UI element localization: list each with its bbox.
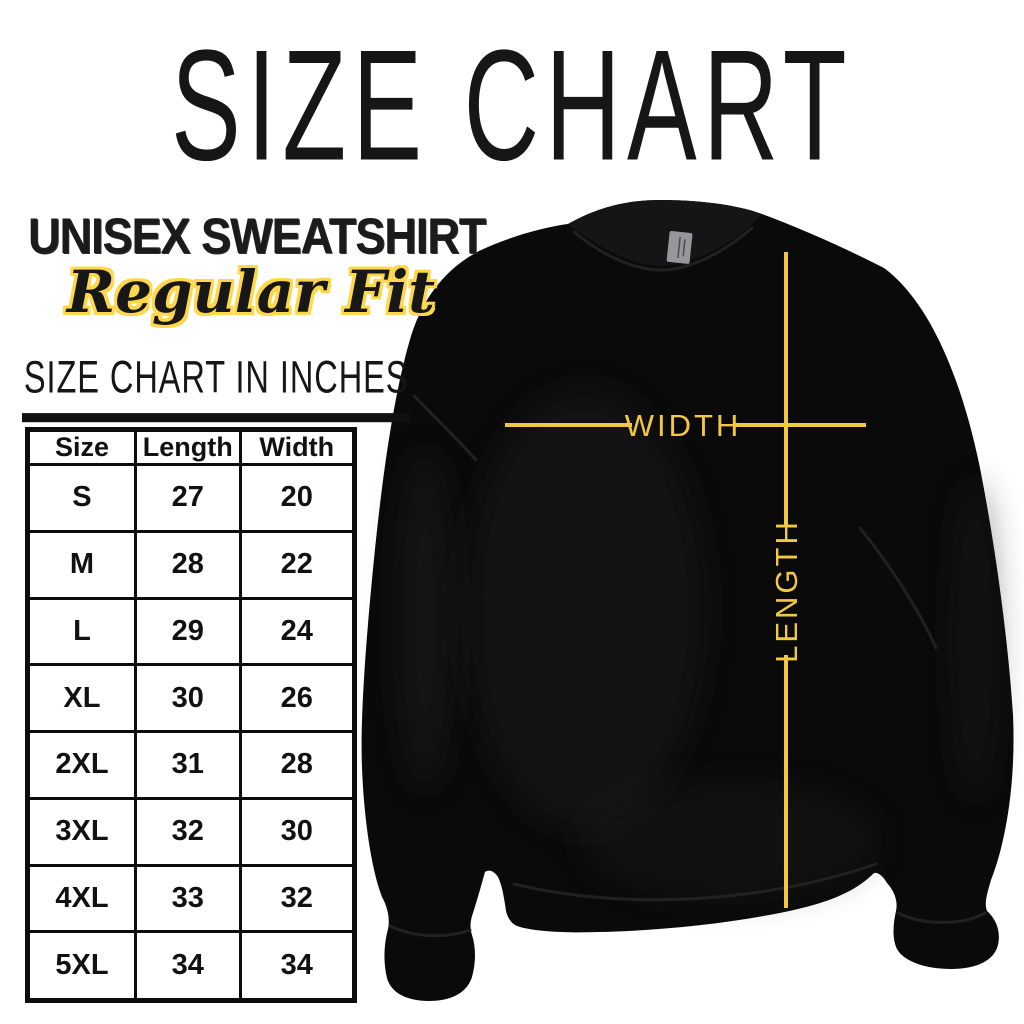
length-cell: 34 bbox=[133, 930, 242, 1002]
fabric-sheen bbox=[953, 480, 997, 800]
width-cell: 32 bbox=[238, 863, 357, 934]
fabric-sheen bbox=[397, 450, 453, 790]
size-table: Size Length Width S 27 20 M 28 22 L 29 2… bbox=[25, 427, 357, 1003]
width-cell: 34 bbox=[238, 930, 357, 1002]
gildan-neck-tag-icon bbox=[666, 231, 693, 264]
length-cell: 31 bbox=[133, 730, 242, 800]
length-cell: 27 bbox=[133, 463, 242, 533]
fabric-sheen bbox=[580, 780, 880, 900]
product-name: UNISEX SWEATSHIRT bbox=[28, 207, 486, 265]
collar-seam bbox=[572, 226, 754, 272]
table-row: M 28 22 bbox=[26, 529, 357, 600]
width-cell: 30 bbox=[238, 796, 357, 867]
waistband-seam bbox=[512, 862, 878, 902]
size-cell: XL bbox=[26, 663, 137, 734]
size-cell: L bbox=[26, 596, 137, 667]
fabric-sheen bbox=[465, 390, 705, 830]
width-label: WIDTH bbox=[625, 408, 742, 443]
length-cell: 33 bbox=[133, 863, 242, 934]
left-cuff-seam bbox=[388, 924, 472, 938]
size-cell: M bbox=[26, 529, 137, 600]
width-cell: 28 bbox=[238, 730, 357, 800]
table-heading: SIZE CHART IN INCHES bbox=[22, 352, 411, 423]
left-shoulder-seam bbox=[412, 394, 478, 462]
page-title: SIZE CHART bbox=[171, 16, 853, 194]
right-sleeve-seam bbox=[858, 526, 938, 650]
table-row: 2XL 31 28 bbox=[26, 730, 357, 800]
table-row: 4XL 33 32 bbox=[26, 863, 357, 934]
right-cuff-seam bbox=[896, 911, 987, 924]
fit-label: Regular Fit bbox=[66, 258, 436, 326]
size-cell: 5XL bbox=[26, 930, 137, 1002]
column-header-width: Width bbox=[238, 428, 357, 466]
length-cell: 32 bbox=[133, 796, 242, 867]
length-cell: 28 bbox=[133, 529, 242, 600]
width-cell: 22 bbox=[238, 529, 357, 600]
size-cell: 3XL bbox=[26, 796, 137, 867]
column-header-size: Size bbox=[26, 428, 137, 466]
length-label: LENGTH bbox=[769, 519, 804, 663]
size-cell: S bbox=[26, 463, 137, 533]
column-header-length: Length bbox=[133, 428, 242, 466]
length-cell: 29 bbox=[133, 596, 242, 667]
table-row: L 29 24 bbox=[26, 596, 357, 667]
width-cell: 20 bbox=[238, 463, 357, 533]
table-header-row: Size Length Width bbox=[26, 428, 357, 466]
table-row: S 27 20 bbox=[26, 463, 357, 533]
size-cell: 2XL bbox=[26, 730, 137, 800]
length-cell: 30 bbox=[133, 663, 242, 734]
width-cell: 24 bbox=[238, 596, 357, 667]
table-row: XL 30 26 bbox=[26, 663, 357, 734]
collar-band bbox=[568, 200, 762, 266]
table-row: 3XL 32 30 bbox=[26, 796, 357, 867]
width-cell: 26 bbox=[238, 663, 357, 734]
size-cell: 4XL bbox=[26, 863, 137, 934]
table-row: 5XL 34 34 bbox=[26, 930, 357, 1002]
